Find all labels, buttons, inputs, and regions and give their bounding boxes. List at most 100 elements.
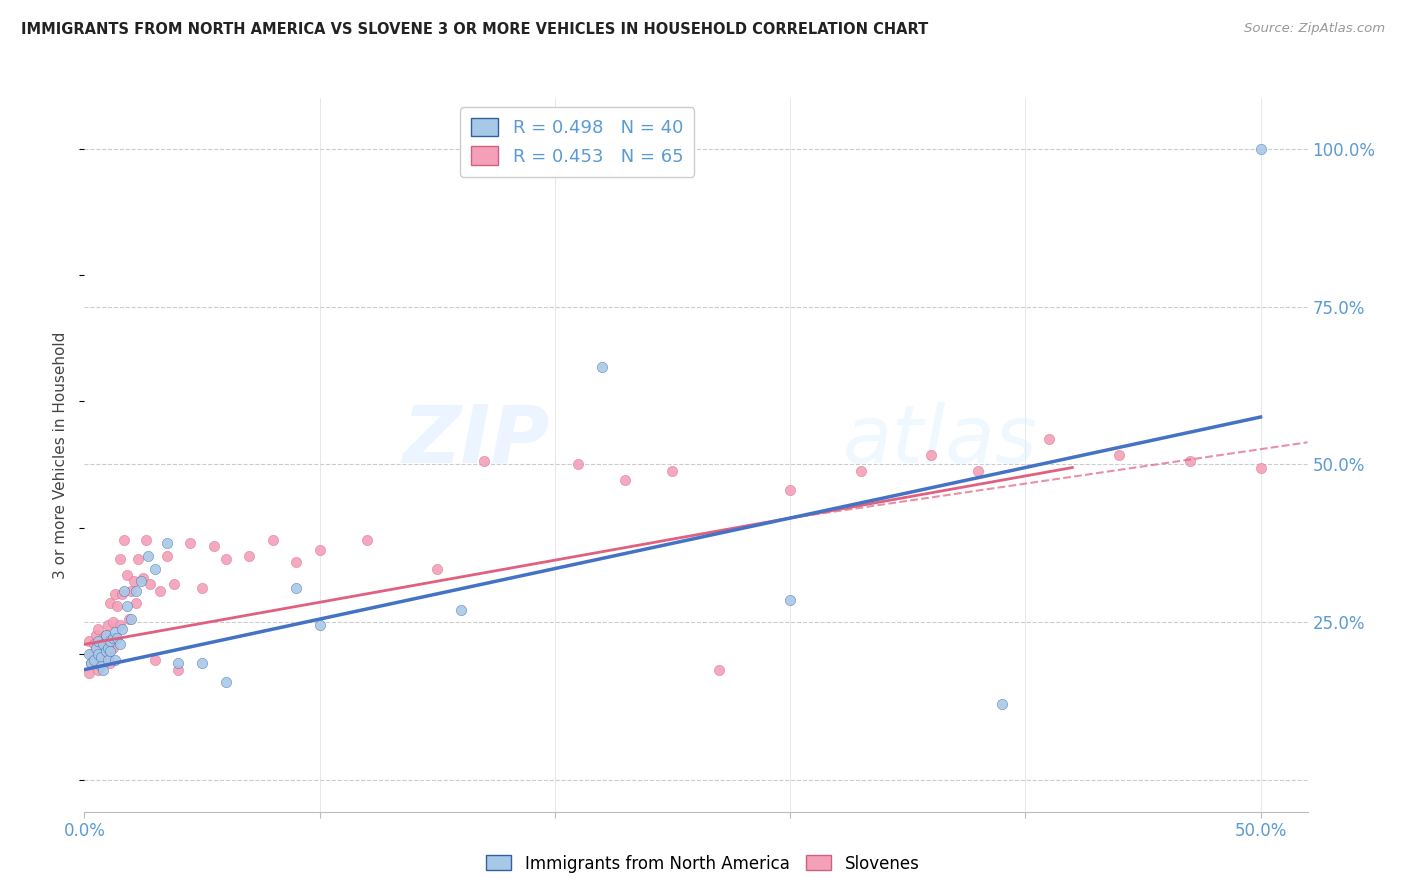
Point	[308, 618, 330, 632]
Point	[84, 628, 107, 642]
Point	[101, 615, 124, 630]
Point	[1178, 454, 1201, 468]
Point	[120, 612, 142, 626]
Point	[111, 587, 134, 601]
Point	[83, 653, 105, 667]
Point	[80, 647, 103, 661]
Point	[262, 533, 284, 548]
Point	[101, 631, 124, 645]
Point	[567, 458, 589, 472]
Point	[1250, 142, 1272, 156]
Point	[967, 464, 990, 478]
Point	[80, 657, 103, 671]
Point	[179, 536, 201, 550]
Point	[120, 583, 142, 598]
Point	[991, 698, 1014, 712]
Point	[77, 665, 100, 680]
Point	[143, 561, 166, 575]
Point	[84, 657, 107, 671]
Point	[132, 571, 155, 585]
Point	[105, 599, 128, 614]
Point	[1108, 448, 1130, 462]
Point	[108, 618, 131, 632]
Point	[90, 650, 112, 665]
Text: atlas: atlas	[842, 401, 1038, 480]
Point	[920, 448, 942, 462]
Point	[139, 577, 162, 591]
Text: IMMIGRANTS FROM NORTH AMERICA VS SLOVENE 3 OR MORE VEHICLES IN HOUSEHOLD CORRELA: IMMIGRANTS FROM NORTH AMERICA VS SLOVENE…	[21, 22, 928, 37]
Point	[115, 568, 138, 582]
Point	[83, 637, 105, 651]
Point	[135, 533, 157, 548]
Point	[356, 533, 378, 548]
Point	[104, 587, 127, 601]
Point	[111, 622, 134, 636]
Point	[661, 464, 683, 478]
Point	[426, 561, 449, 575]
Point	[779, 593, 801, 607]
Point	[98, 643, 121, 657]
Point	[129, 574, 152, 589]
Point	[104, 653, 127, 667]
Point	[167, 663, 190, 677]
Point	[127, 552, 149, 566]
Point	[285, 555, 308, 569]
Point	[98, 634, 121, 648]
Legend: Immigrants from North America, Slovenes: Immigrants from North America, Slovenes	[479, 848, 927, 880]
Point	[156, 549, 179, 563]
Point	[112, 533, 135, 548]
Point	[118, 612, 141, 626]
Y-axis label: 3 or more Vehicles in Household: 3 or more Vehicles in Household	[53, 331, 69, 579]
Point	[614, 473, 637, 487]
Point	[122, 574, 145, 589]
Point	[101, 640, 124, 655]
Point	[156, 536, 179, 550]
Point	[709, 663, 731, 677]
Point	[214, 675, 236, 690]
Point	[94, 628, 117, 642]
Point	[115, 599, 138, 614]
Point	[83, 650, 105, 665]
Point	[98, 657, 121, 671]
Point	[104, 624, 127, 639]
Point	[167, 657, 190, 671]
Point	[87, 663, 110, 677]
Point	[94, 628, 117, 642]
Point	[472, 454, 495, 468]
Point	[97, 640, 120, 655]
Point	[87, 647, 110, 661]
Point	[191, 581, 214, 595]
Point	[238, 549, 260, 563]
Point	[202, 540, 225, 554]
Point	[97, 618, 120, 632]
Point	[91, 663, 114, 677]
Text: ZIP: ZIP	[402, 401, 550, 480]
Point	[285, 581, 308, 595]
Point	[214, 552, 236, 566]
Point	[94, 647, 117, 661]
Point	[90, 637, 112, 651]
Point	[108, 637, 131, 651]
Point	[91, 631, 114, 645]
Point	[149, 583, 172, 598]
Text: Source: ZipAtlas.com: Source: ZipAtlas.com	[1244, 22, 1385, 36]
Point	[163, 577, 186, 591]
Point	[1038, 432, 1060, 446]
Point	[87, 634, 110, 648]
Point	[84, 640, 107, 655]
Point	[77, 647, 100, 661]
Point	[125, 596, 148, 610]
Point	[108, 552, 131, 566]
Point	[87, 622, 110, 636]
Point	[136, 549, 159, 563]
Point	[105, 631, 128, 645]
Point	[90, 659, 112, 673]
Point	[97, 650, 120, 665]
Point	[191, 657, 214, 671]
Point	[80, 657, 103, 671]
Point	[849, 464, 872, 478]
Point	[112, 583, 135, 598]
Point	[308, 542, 330, 557]
Point	[98, 596, 121, 610]
Point	[143, 653, 166, 667]
